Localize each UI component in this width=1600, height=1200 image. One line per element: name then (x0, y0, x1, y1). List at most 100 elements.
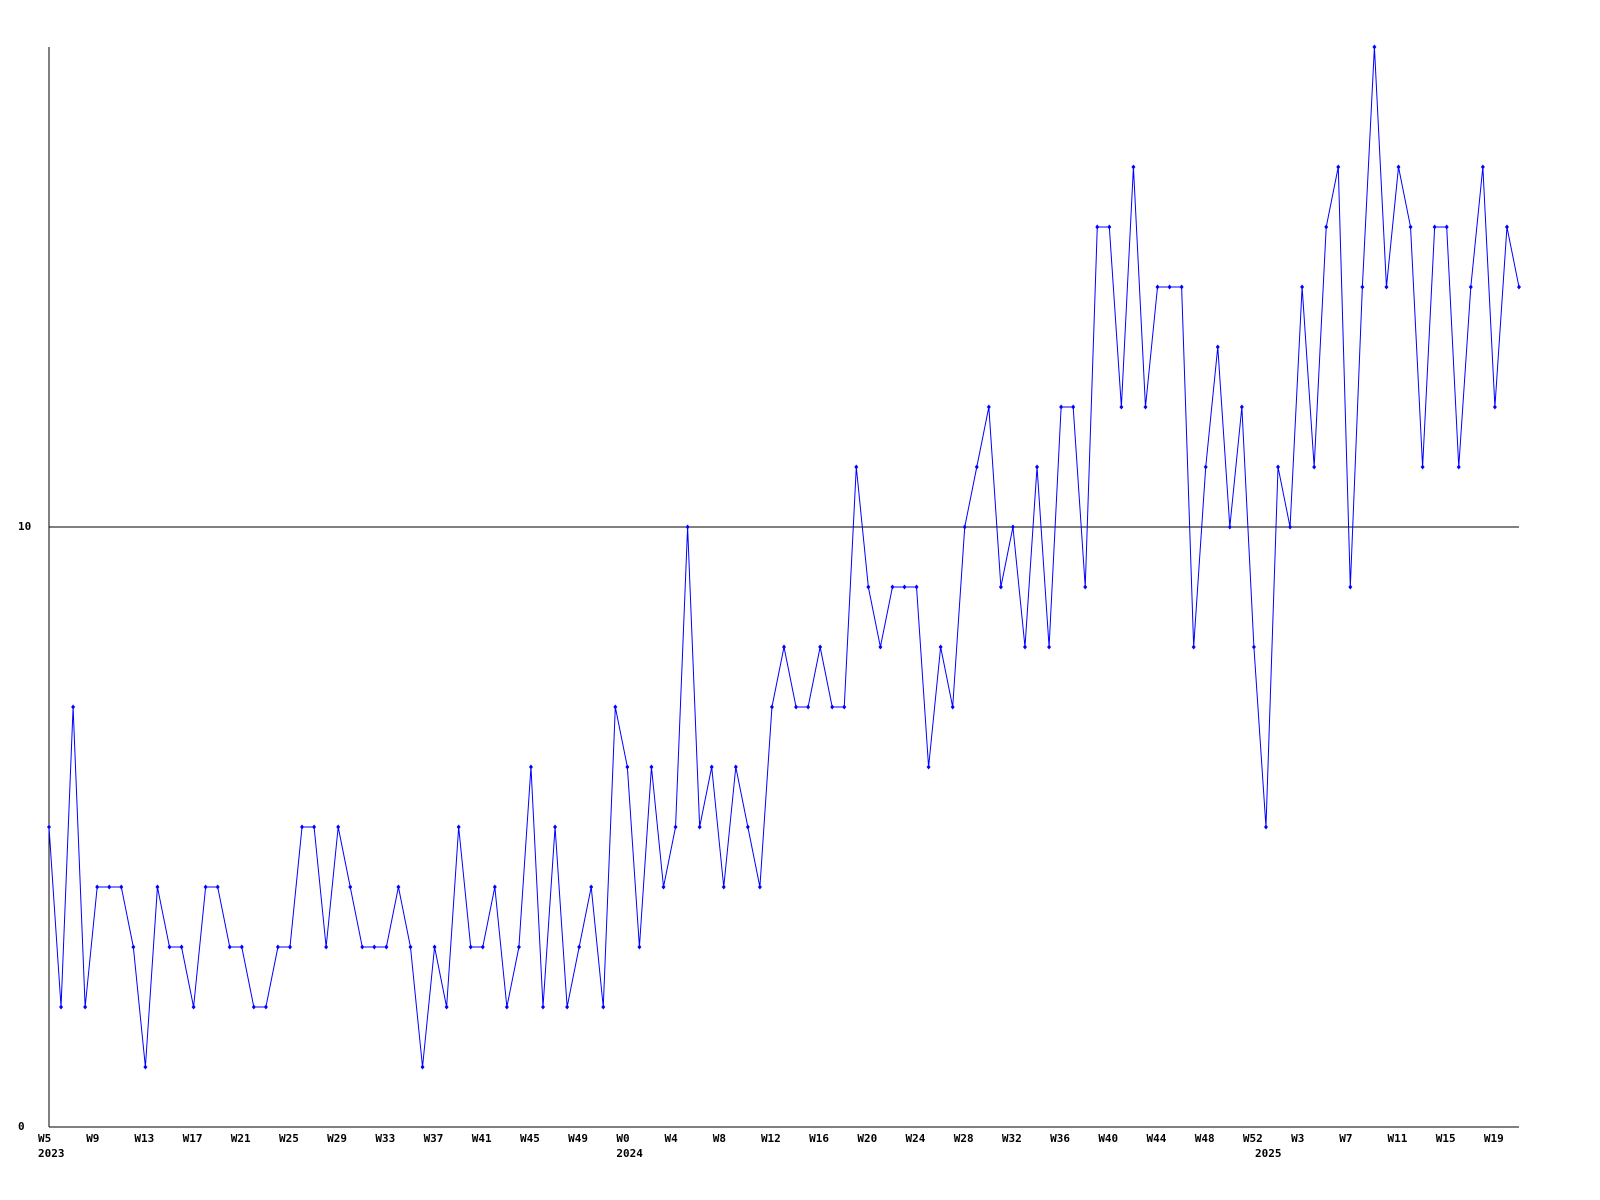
marker (1239, 404, 1244, 410)
marker (818, 644, 823, 650)
x-tick-label: W19 (1484, 1132, 1504, 1145)
x-tick-label: W0 (616, 1132, 629, 1145)
marker (1131, 164, 1136, 170)
marker (203, 884, 208, 890)
y-tick-label: 0 (18, 1120, 25, 1133)
marker (83, 1004, 88, 1010)
marker (757, 884, 762, 890)
marker (287, 944, 292, 950)
marker (119, 884, 124, 890)
marker (926, 764, 931, 770)
x-tick-label: W24 (906, 1132, 926, 1145)
marker (143, 1064, 148, 1070)
marker (1360, 284, 1365, 290)
marker (938, 644, 943, 650)
marker (541, 1004, 546, 1010)
marker (300, 824, 305, 830)
marker (312, 824, 317, 830)
x-tick-label: W13 (134, 1132, 154, 1145)
marker (998, 584, 1003, 590)
x-tick-label: W5 (38, 1132, 51, 1145)
marker (1372, 44, 1377, 50)
marker (673, 824, 678, 830)
marker (962, 524, 967, 530)
marker (1251, 644, 1256, 650)
x-tick-label: W25 (279, 1132, 299, 1145)
marker (420, 1064, 425, 1070)
marker (468, 944, 473, 950)
marker (372, 944, 377, 950)
marker (769, 704, 774, 710)
marker (1203, 464, 1208, 470)
marker (1263, 824, 1268, 830)
marker (1517, 284, 1521, 290)
marker (1276, 464, 1281, 470)
y-tick-label: 10 (18, 520, 31, 533)
marker (854, 464, 859, 470)
marker (601, 1004, 606, 1010)
marker (1059, 404, 1064, 410)
marker (155, 884, 160, 890)
marker (1396, 164, 1401, 170)
marker (745, 824, 750, 830)
x-year-label: 2023 (38, 1147, 65, 1160)
marker (336, 824, 341, 830)
marker (1384, 284, 1389, 290)
marker (577, 944, 582, 950)
marker (1227, 524, 1232, 530)
x-tick-label: W33 (375, 1132, 395, 1145)
marker (1047, 644, 1052, 650)
x-tick-label: W20 (857, 1132, 877, 1145)
x-tick-label: W49 (568, 1132, 588, 1145)
marker (1035, 464, 1040, 470)
marker (251, 1004, 256, 1010)
x-tick-label: W16 (809, 1132, 829, 1145)
marker (215, 884, 220, 890)
marker (1022, 644, 1027, 650)
marker (1288, 524, 1293, 530)
marker (613, 704, 618, 710)
marker (492, 884, 497, 890)
marker (914, 584, 919, 590)
marker (1408, 224, 1413, 230)
x-tick-label: W44 (1147, 1132, 1167, 1145)
marker (625, 764, 630, 770)
x-tick-label: W12 (761, 1132, 781, 1145)
marker (107, 884, 112, 890)
marker (275, 944, 280, 950)
marker (1215, 344, 1220, 350)
x-tick-label: W17 (183, 1132, 203, 1145)
x-year-label: 2024 (616, 1147, 643, 1160)
marker (1492, 404, 1497, 410)
marker (1312, 464, 1317, 470)
marker (974, 464, 979, 470)
marker (842, 704, 847, 710)
marker (830, 704, 835, 710)
line (48, 46, 1520, 1068)
marker (1071, 404, 1076, 410)
x-tick-label: W7 (1339, 1132, 1352, 1145)
marker (1444, 224, 1449, 230)
x-tick-label: W3 (1291, 1132, 1304, 1145)
marker (1420, 464, 1425, 470)
marker (1348, 584, 1353, 590)
marker (95, 884, 100, 890)
marker (1010, 524, 1015, 530)
x-tick-label: W40 (1098, 1132, 1118, 1145)
marker (902, 584, 907, 590)
marker (1336, 164, 1341, 170)
marker (263, 1004, 268, 1010)
marker (456, 824, 461, 830)
marker (1456, 464, 1461, 470)
marker (47, 824, 51, 830)
marker (637, 944, 642, 950)
marker (432, 944, 437, 950)
x-tick-label: W41 (472, 1132, 492, 1145)
marker (480, 944, 485, 950)
marker (1167, 284, 1172, 290)
marker (1119, 404, 1124, 410)
marker (179, 944, 184, 950)
x-tick-label: W36 (1050, 1132, 1070, 1145)
marker (685, 524, 690, 530)
